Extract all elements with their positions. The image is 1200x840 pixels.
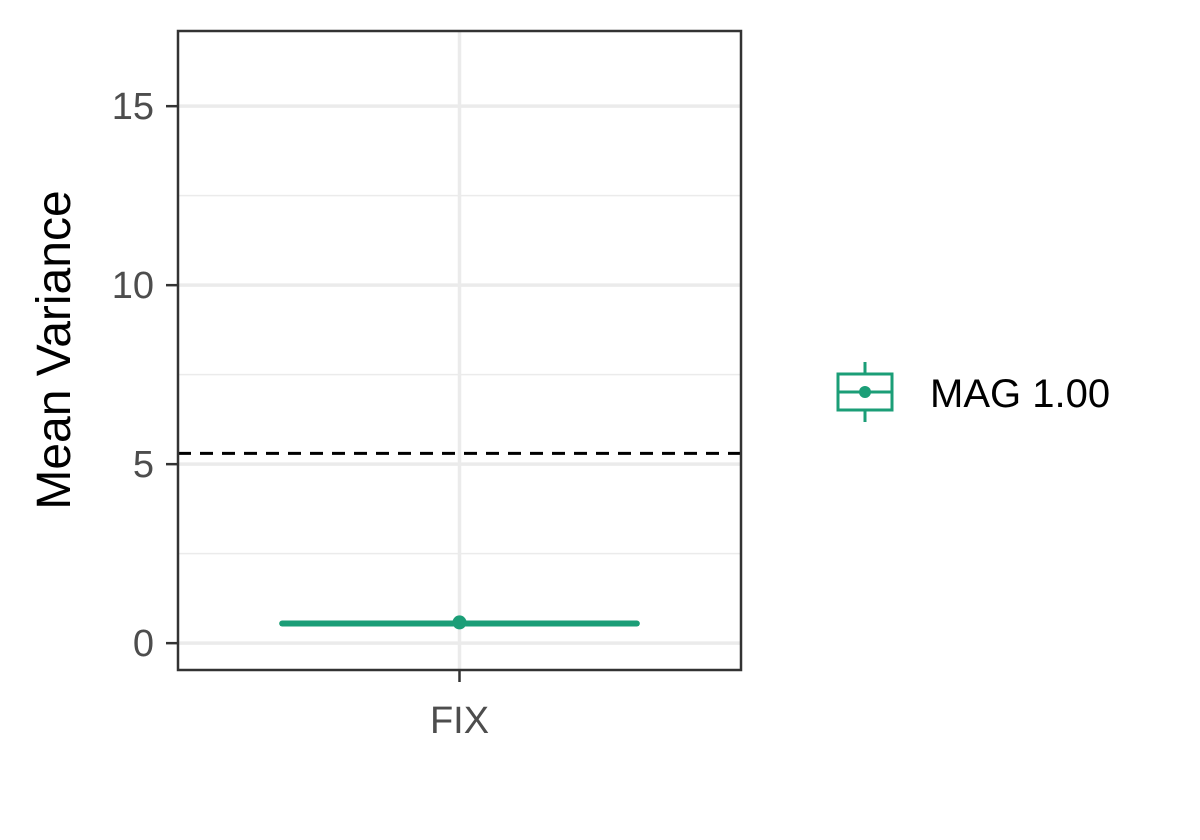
y-axis-title: Mean Variance [28,190,81,509]
mean-point [452,615,467,630]
grid [178,31,741,670]
y-tick-label: 0 [133,623,154,665]
legend-key-icon [836,362,894,422]
marks [279,615,640,630]
legend-label: MAG 1.00 [930,372,1110,416]
x-axis: FIX [430,670,489,742]
legend: MAG 1.00 [836,362,1110,422]
x-tick-label: FIX [430,700,489,742]
y-tick-label: 10 [112,265,154,307]
box-fix [279,615,640,630]
y-tick-label: 15 [112,86,154,128]
y-tick-label: 5 [133,444,154,486]
y-axis: 0 5 10 15 [112,86,178,665]
